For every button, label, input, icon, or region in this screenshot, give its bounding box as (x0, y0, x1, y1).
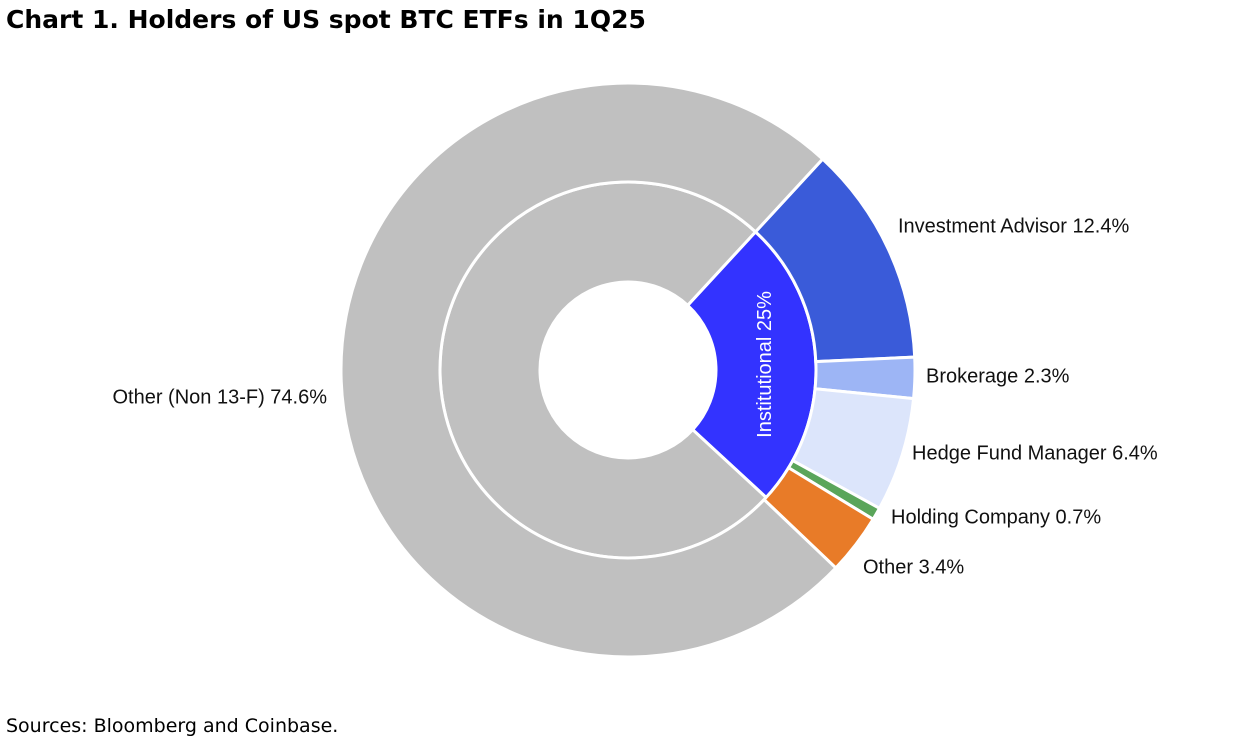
slice-label: Other 3.4% (863, 556, 964, 578)
chart-title: Chart 1. Holders of US spot BTC ETFs in … (6, 5, 646, 34)
donut-slice (339, 81, 838, 659)
slice-label: Other (Non 13-F) 74.6% (112, 386, 327, 408)
slice-label: Holding Company 0.7% (891, 506, 1101, 528)
slice-label: Brokerage 2.3% (926, 365, 1070, 387)
slice-label: Hedge Fund Manager 6.4% (912, 442, 1158, 464)
source-note: Sources: Bloomberg and Coinbase. (6, 715, 338, 737)
slice-label: Institutional 25% (754, 291, 776, 438)
slice-label: Investment Advisor 12.4% (898, 215, 1129, 237)
